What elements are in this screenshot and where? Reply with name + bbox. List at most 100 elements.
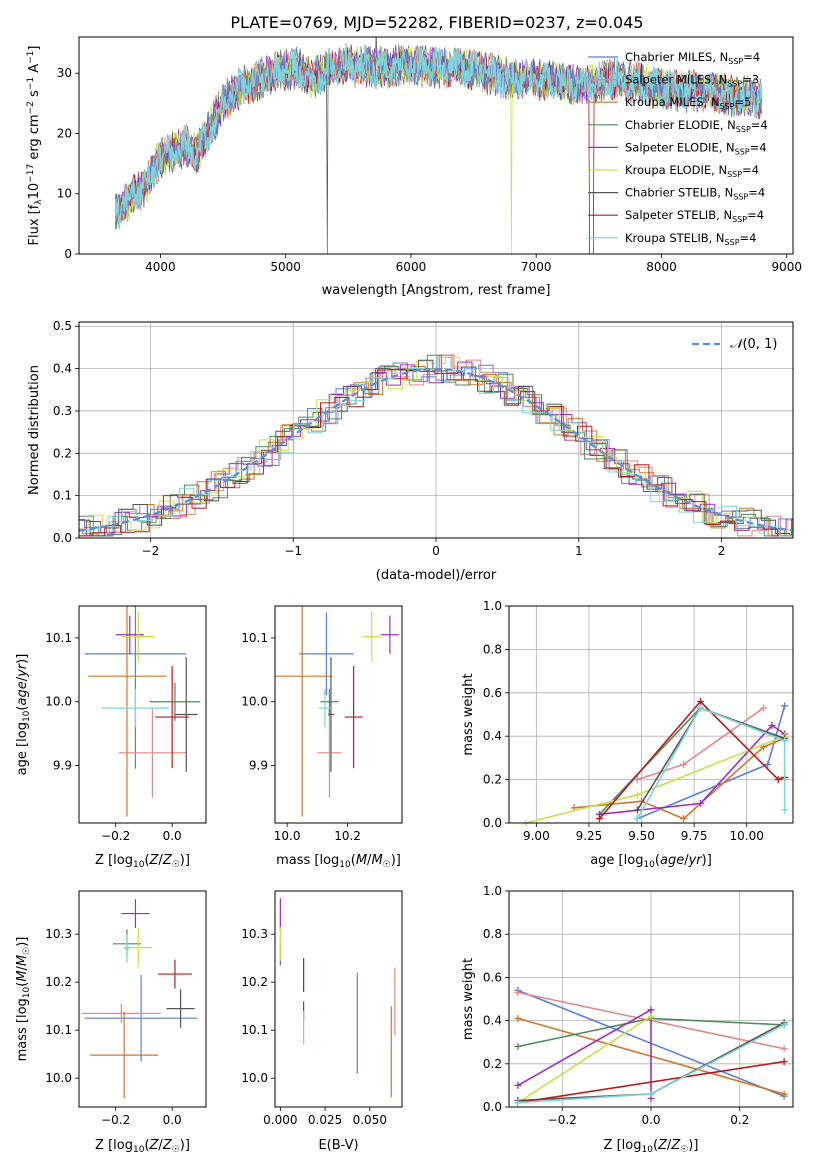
series-marker	[680, 760, 688, 768]
errorbar-point	[121, 899, 150, 928]
series-marker	[780, 1045, 788, 1053]
x-tick-label: 10.2	[334, 829, 361, 843]
x-tick-label: 6000	[396, 260, 427, 274]
legend-entry: Chabrier STELIB, NSSP=4	[625, 186, 765, 202]
errorbar-point	[84, 975, 198, 1062]
axes-mass-vs-EBV: 0.000 0.025 0.050 10.0 10.1 10.2 10.3 E(B-V)	[241, 890, 403, 1153]
series-line-7	[517, 1060, 785, 1104]
histogram-5	[79, 356, 793, 535]
y-axis-label: age [log10(age/yr)]	[15, 654, 32, 776]
y-tick-label: 10.1	[45, 1023, 72, 1037]
x-tick-label: 10.00	[730, 829, 764, 843]
x-axis-label: (data-model)/error	[376, 568, 497, 583]
series-marker	[781, 737, 789, 745]
y-tick-label: 10	[57, 187, 72, 201]
x-axis-label: Z [log10(Z/Z☉)]	[95, 1138, 190, 1155]
y-tick-label: 10.3	[45, 927, 72, 941]
x-tick-label: 1	[575, 544, 583, 558]
y-tick-label: 0.4	[483, 1014, 502, 1028]
mass-weight-series	[514, 986, 788, 1107]
legend-entry: Salpeter STELIB, NSSP=4	[625, 208, 764, 224]
x-tick-label: 4000	[145, 260, 176, 274]
plot-frame	[274, 605, 403, 824]
y-tick-label: 0.6	[483, 970, 502, 984]
errorbar-point	[299, 612, 354, 696]
y-tick-label: 30	[57, 66, 72, 80]
y-tick-label: 0.4	[53, 362, 72, 376]
errorbar-point	[115, 615, 144, 654]
y-tick-label: 0.2	[53, 446, 72, 460]
axes-mass-weight-vs-Z: −0.2 0.0 0.2 0.0 0.2 0.4 0.6 0.8 1.0 Z [log10(Z/Z…	[461, 884, 794, 1155]
errorbar-point	[81, 1003, 161, 1023]
series-marker	[647, 1090, 655, 1098]
x-tick-label: −2	[142, 544, 160, 558]
y-tick-label: 10.0	[241, 1071, 268, 1085]
series-line-0	[636, 705, 786, 820]
axes-mass-vs-Z: −0.2 0.0 10.0 10.1 10.2 10.3 Z [log10(Z/Z☉)] ma…	[15, 890, 207, 1155]
series-marker	[633, 815, 641, 823]
legend-entry: 𝒩(0, 1)	[730, 337, 777, 352]
y-tick-label: 10.3	[241, 927, 268, 941]
legend-entry: Salpeter MILES, NSSP=3	[625, 73, 759, 89]
x-tick-label: 9000	[771, 260, 802, 274]
errorbars	[279, 898, 396, 1098]
spectrum-lines	[114, 37, 763, 254]
series-marker	[595, 815, 603, 823]
errorbar-point	[118, 708, 187, 798]
y-tick-label: 10.0	[45, 695, 72, 709]
legend-entry: Chabrier MILES, NSSP=4	[625, 50, 760, 66]
x-tick-label: −0.2	[101, 829, 130, 843]
y-tick-label: 10.1	[241, 631, 268, 645]
y-axis-label: Flux [fλ10−17 erg cm−2 s−1 A−1]	[26, 46, 44, 246]
x-tick-label: 7000	[521, 260, 552, 274]
x-tick-label: 0	[432, 544, 440, 558]
y-tick-label: 0	[64, 247, 72, 261]
errorbar-point	[166, 989, 195, 1028]
legend-entry: Kroupa ELODIE, NSSP=4	[625, 163, 759, 179]
y-tick-label: 10.2	[45, 975, 72, 989]
series-marker	[514, 1043, 522, 1051]
y-tick-label: 1.0	[483, 884, 502, 898]
series-marker	[633, 776, 641, 784]
errorbar-point	[320, 688, 339, 715]
legend-entry: Kroupa STELIB, NSSP=4	[625, 231, 756, 247]
errorbar-point	[317, 708, 342, 798]
axes-spectrum: 4000 5000 6000 7000 8000 9000 0 10 20 30 wavelengt…	[26, 36, 802, 298]
errorbar-point	[362, 611, 381, 663]
plot-frame	[78, 605, 207, 824]
plot-frame	[78, 321, 794, 539]
x-tick-label: 2	[718, 544, 726, 558]
series-line-7	[598, 700, 785, 820]
errorbar-point	[275, 606, 333, 817]
errorbar-point	[155, 665, 190, 769]
errorbar-point	[327, 657, 334, 772]
series-marker	[780, 1021, 788, 1029]
series-marker	[633, 806, 641, 814]
series-marker	[696, 704, 704, 712]
series-marker	[647, 1006, 655, 1014]
x-axis-label: Z [log10(Z/Z☉)]	[604, 1138, 699, 1155]
y-tick-label: 0.8	[483, 927, 502, 941]
errorbar-point	[318, 688, 331, 728]
errorbar-point	[174, 657, 198, 772]
y-tick-label: 9.9	[249, 759, 268, 773]
plot-frame	[508, 605, 794, 824]
y-tick-label: 0.8	[483, 642, 502, 656]
histogram-4	[79, 361, 793, 537]
errorbars	[81, 899, 198, 1099]
series-line-5	[517, 1015, 652, 1104]
histogram-7	[79, 369, 793, 537]
x-tick-label: 0.0	[641, 1113, 660, 1127]
x-axis-label: E(B-V)	[318, 1138, 358, 1153]
histogram-8	[79, 356, 793, 537]
x-axis-label: mass [log10(M/M☉)]	[276, 853, 401, 870]
axes-age-vs-mass: 10.0 10.2 9.9 10.0 10.1 mass [log10(M/M☉)]	[241, 605, 403, 870]
y-tick-label: 10.0	[241, 695, 268, 709]
plot-frame	[274, 890, 403, 1108]
series-marker	[696, 799, 704, 807]
x-tick-label: 5000	[270, 260, 301, 274]
mass-weight-series	[522, 697, 789, 826]
x-tick-label: 9.00	[523, 829, 550, 843]
y-tick-label: 0.2	[483, 1057, 502, 1071]
